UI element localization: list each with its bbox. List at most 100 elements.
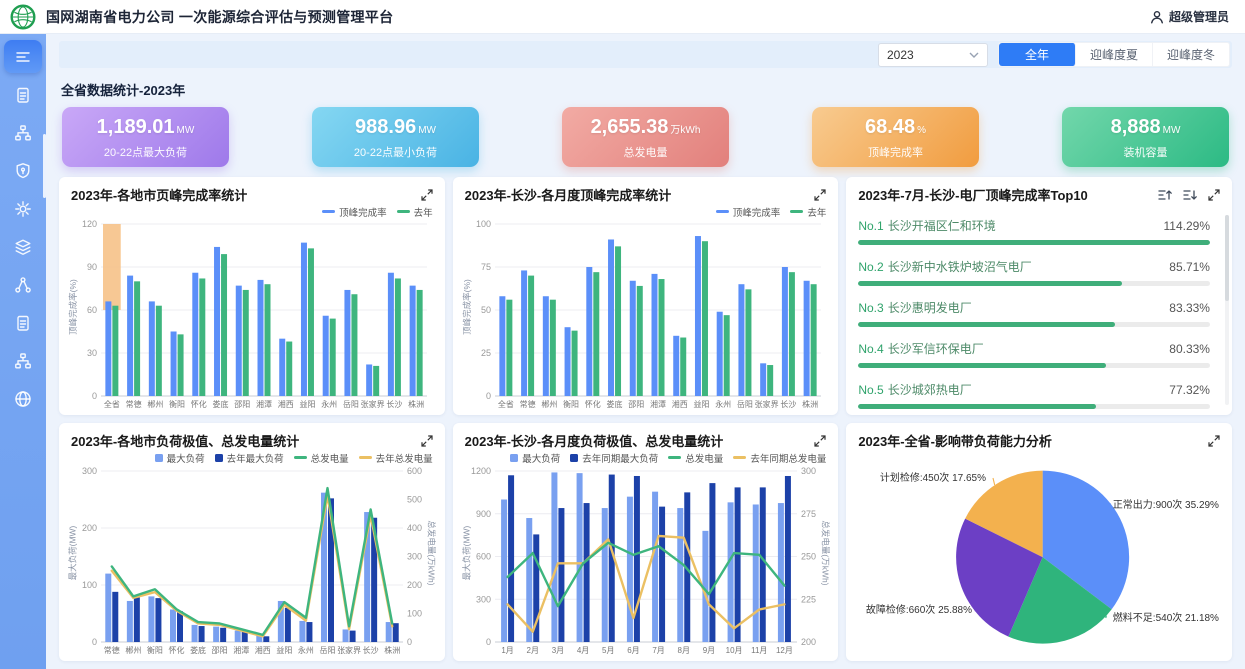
chart-legend[interactable]: 顶峰完成率去年 xyxy=(465,204,827,219)
app-header: 国网湖南省电力公司 一次能源综合评估与预测管理平台 超级管理员 xyxy=(0,0,1245,34)
legend-item[interactable]: 总发电量 xyxy=(294,451,349,465)
expand-icon[interactable] xyxy=(1208,435,1220,447)
list-scrollbar[interactable] xyxy=(1225,215,1229,405)
user-menu[interactable]: 超级管理员 xyxy=(1150,8,1229,25)
sidebar-item-menu[interactable] xyxy=(4,40,42,73)
progress-fill xyxy=(858,363,1105,368)
expand-icon[interactable] xyxy=(814,435,826,447)
expand-icon[interactable] xyxy=(421,435,433,447)
progress-fill xyxy=(858,322,1114,327)
svg-text:300: 300 xyxy=(801,466,816,476)
legend-item[interactable]: 去年同期总发电量 xyxy=(733,451,826,465)
legend-item[interactable]: 去年 xyxy=(397,205,433,219)
chart-legend[interactable]: 顶峰完成率去年 xyxy=(71,204,433,219)
svg-text:900: 900 xyxy=(476,509,491,519)
svg-text:600: 600 xyxy=(407,466,422,476)
sidebar-item-share[interactable] xyxy=(4,268,42,301)
svg-text:郴州: 郴州 xyxy=(125,646,141,655)
user-icon xyxy=(1150,10,1164,24)
stat-unit: MW xyxy=(1163,125,1181,136)
year-select[interactable]: 2023 xyxy=(878,43,988,67)
tab-迎峰度夏[interactable]: 迎峰度夏 xyxy=(1076,43,1153,66)
legend-item[interactable]: 去年总发电量 xyxy=(359,451,433,465)
svg-text:2月: 2月 xyxy=(526,646,538,655)
progress-fill xyxy=(858,240,1210,245)
svg-text:郴州: 郴州 xyxy=(147,400,163,409)
stat-label: 装机容量 xyxy=(1124,144,1168,160)
sidebar-item-document[interactable] xyxy=(4,78,42,111)
stat-unit: 万kWh xyxy=(670,125,700,136)
sidebar-item-gear[interactable] xyxy=(4,192,42,225)
completion-value: 80.33% xyxy=(1169,342,1210,356)
svg-text:60: 60 xyxy=(87,305,97,315)
svg-text:计划检修:450次 17.65%: 计划检修:450次 17.65% xyxy=(880,471,986,484)
legend-item[interactable]: 去年最大负荷 xyxy=(215,451,284,465)
expand-icon[interactable] xyxy=(421,189,433,201)
filter-toolbar: 2023 全年迎峰度夏迎峰度冬 xyxy=(59,41,1232,68)
svg-text:故障检修:660次 25.88%: 故障检修:660次 25.88% xyxy=(866,603,972,616)
legend-item[interactable]: 最大负荷 xyxy=(510,451,560,465)
svg-text:怀化: 怀化 xyxy=(584,399,600,409)
legend-item[interactable]: 最大负荷 xyxy=(155,451,205,465)
svg-text:怀化: 怀化 xyxy=(169,645,185,655)
svg-text:250: 250 xyxy=(801,552,816,562)
sidebar-item-sitemap[interactable] xyxy=(4,116,42,149)
globe-icon xyxy=(13,389,33,409)
share-icon xyxy=(13,275,33,295)
stats-heading: 全省数据统计-2023年 xyxy=(61,80,1232,99)
stat-label: 20-22点最大负荷 xyxy=(104,144,187,160)
plant-name: 长沙开福区仁和环境 xyxy=(888,217,996,234)
gear-icon xyxy=(13,199,33,219)
sidebar-item-globe[interactable] xyxy=(4,382,42,415)
panel-city-load-generation: 2023年-各地市负荷极值、总发电量统计 最大负荷去年最大负荷总发电量去年总发电… xyxy=(59,423,445,661)
progress-track xyxy=(858,240,1210,245)
legend-item[interactable]: 去年 xyxy=(790,205,826,219)
panel-plant-top10: 2023年-7月-长沙-电厂顶峰完成率Top10 xyxy=(846,177,1232,415)
chevron-down-icon xyxy=(969,52,979,58)
tab-全年[interactable]: 全年 xyxy=(999,43,1076,66)
progress-fill xyxy=(858,281,1122,286)
svg-text:0: 0 xyxy=(92,391,97,401)
tab-迎峰度冬[interactable]: 迎峰度冬 xyxy=(1153,43,1229,66)
legend-item[interactable]: 顶峰完成率 xyxy=(716,205,781,219)
progress-fill xyxy=(858,404,1096,409)
expand-icon[interactable] xyxy=(814,189,826,201)
sort-asc-icon[interactable] xyxy=(1158,189,1172,201)
sidebar-item-shield[interactable] xyxy=(4,154,42,187)
svg-text:株洲: 株洲 xyxy=(384,645,400,655)
year-select-value: 2023 xyxy=(887,48,914,62)
sidebar-item-layers[interactable] xyxy=(4,230,42,263)
svg-text:0: 0 xyxy=(486,391,491,401)
svg-text:益阳: 益阳 xyxy=(693,399,709,409)
stat-label: 20-22点最小负荷 xyxy=(354,144,437,160)
svg-text:衡阳: 衡阳 xyxy=(147,645,163,655)
sidebar-item-document2[interactable] xyxy=(4,306,42,339)
expand-icon[interactable] xyxy=(1208,189,1220,201)
legend-item[interactable]: 顶峰完成率 xyxy=(322,205,387,219)
sidebar-item-sitemap2[interactable] xyxy=(4,344,42,377)
svg-text:12月: 12月 xyxy=(776,646,793,655)
sort-desc-icon[interactable] xyxy=(1183,189,1197,201)
svg-text:湘西: 湘西 xyxy=(278,399,294,409)
svg-text:8月: 8月 xyxy=(677,646,689,655)
legend-item[interactable]: 去年同期最大负荷 xyxy=(570,451,658,465)
svg-text:湘西: 湘西 xyxy=(255,645,271,655)
svg-text:275: 275 xyxy=(801,509,816,519)
chart-legend[interactable]: 最大负荷去年同期最大负荷总发电量去年同期总发电量 xyxy=(465,450,827,465)
sidebar-scrollbar[interactable] xyxy=(43,134,46,198)
chart-legend[interactable]: 最大负荷去年最大负荷总发电量去年总发电量 xyxy=(71,450,433,465)
panel-title: 2023年-各地市页峰完成率统计 xyxy=(71,185,247,204)
legend-item[interactable]: 总发电量 xyxy=(668,451,723,465)
document-icon xyxy=(13,85,33,105)
